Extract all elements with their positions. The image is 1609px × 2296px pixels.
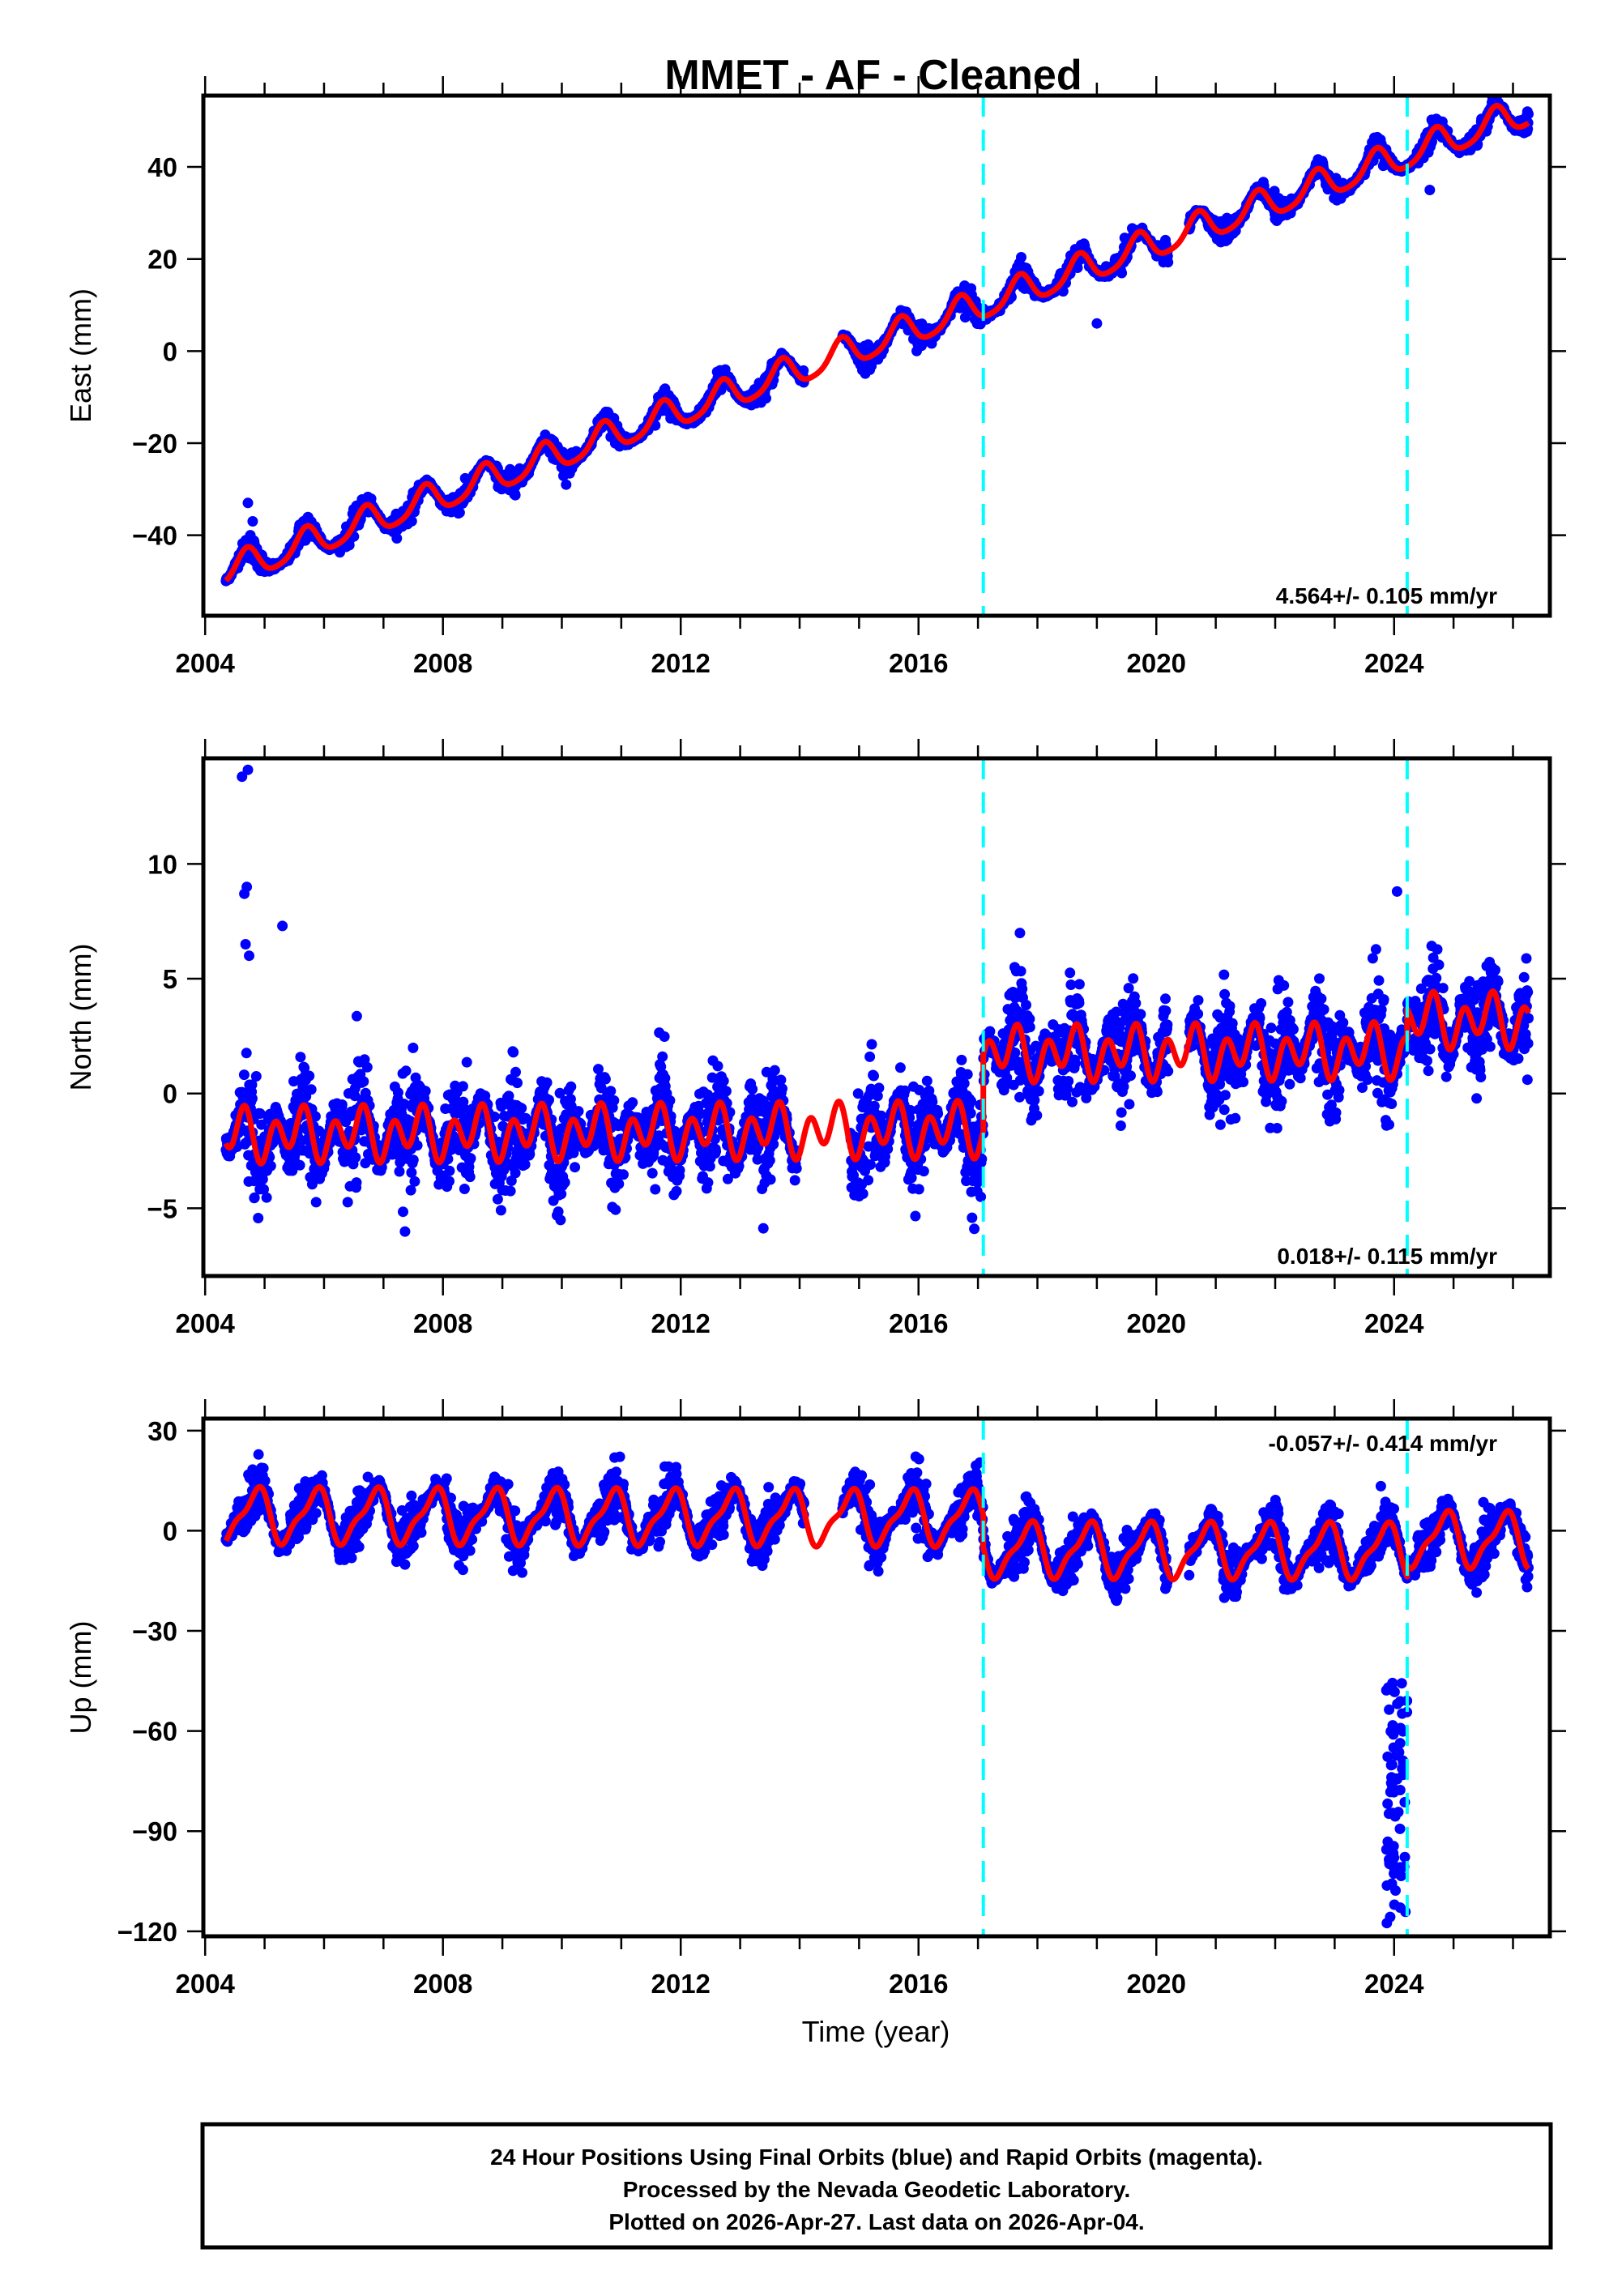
- data-point: [510, 1167, 521, 1179]
- data-point: [1523, 109, 1534, 120]
- plot-area: [220, 764, 1534, 1237]
- x-tick-label: 2012: [651, 648, 711, 678]
- data-point: [573, 1106, 584, 1117]
- data-point: [261, 1192, 272, 1203]
- data-point: [408, 1042, 419, 1053]
- data-point: [555, 1214, 566, 1226]
- data-point: [459, 1184, 470, 1194]
- data-point: [253, 1213, 264, 1223]
- data-point: [1116, 267, 1128, 279]
- data-point: [361, 1061, 373, 1073]
- data-point: [519, 1159, 531, 1170]
- data-point: [570, 1162, 581, 1173]
- data-point: [465, 1153, 476, 1164]
- data-point: [408, 1154, 419, 1166]
- outlier-point: [1424, 185, 1436, 195]
- plot-area: [220, 96, 1534, 587]
- data-point: [461, 1056, 472, 1068]
- data-point: [294, 1159, 305, 1171]
- data-point: [444, 1165, 455, 1176]
- data-point: [409, 1176, 420, 1187]
- x-tick-label: 2016: [889, 648, 948, 678]
- data-point: [516, 1103, 527, 1114]
- data-point: [342, 1197, 353, 1208]
- data-point: [444, 1176, 455, 1187]
- data-point: [265, 1160, 276, 1171]
- data-point: [457, 1081, 468, 1092]
- data-point: [336, 1099, 348, 1110]
- data-point: [1016, 252, 1026, 262]
- data-point: [295, 1052, 306, 1063]
- observation-series: [220, 96, 1534, 587]
- observation-series: [220, 764, 1534, 1237]
- data-point: [350, 1152, 361, 1163]
- data-point: [505, 1185, 516, 1197]
- data-point: [454, 507, 465, 519]
- data-point: [798, 365, 809, 376]
- outlier-point: [1091, 318, 1103, 329]
- data-point: [351, 1177, 362, 1189]
- data-point: [304, 1070, 315, 1082]
- x-tick-label: 2020: [1127, 648, 1186, 678]
- data-point: [398, 1206, 408, 1218]
- data-point: [510, 1066, 521, 1078]
- data-point: [351, 1010, 362, 1022]
- x-tick-label: 2008: [413, 648, 472, 678]
- east-panel: 2004 2008 2012 2016 2020 2024 −40 −20 0 20 40 East …: [64, 76, 1566, 678]
- y-tick-label: 0: [163, 336, 177, 366]
- data-point: [508, 1047, 519, 1058]
- data-point: [568, 1147, 579, 1159]
- outlier-point: [245, 530, 256, 541]
- data-point: [561, 479, 572, 490]
- data-point: [464, 1171, 476, 1183]
- data-point: [391, 533, 403, 544]
- data-point: [492, 1193, 503, 1205]
- x-tick-label: 2024: [1364, 648, 1424, 678]
- data-point: [310, 1197, 322, 1208]
- y-tick-label: 20: [147, 245, 177, 275]
- data-point: [761, 393, 771, 404]
- data-point: [399, 1226, 411, 1237]
- data-point: [541, 1077, 553, 1088]
- data-point: [394, 1166, 405, 1177]
- velocity-annotation: 4.564+/- 0.105 mm/yr: [1276, 583, 1497, 608]
- y-tick-label: −40: [132, 521, 177, 551]
- data-point: [305, 1084, 317, 1095]
- outlier-point: [242, 497, 254, 509]
- outlier-point: [247, 516, 258, 527]
- data-point: [420, 1086, 431, 1097]
- data-point: [559, 1177, 570, 1188]
- data-point: [512, 1078, 523, 1089]
- data-point: [400, 1065, 412, 1077]
- data-point: [406, 515, 417, 527]
- y-tick-label: 40: [147, 152, 177, 182]
- data-point: [246, 1093, 258, 1104]
- data-point: [510, 489, 521, 501]
- data-point: [358, 1076, 369, 1087]
- data-point: [238, 1069, 250, 1081]
- y-tick-label: −20: [132, 429, 177, 459]
- chart-title: MMET - AF - Cleaned: [664, 52, 1082, 99]
- x-tick-label: 2004: [175, 648, 235, 678]
- data-point: [495, 1205, 506, 1216]
- data-point: [392, 1087, 403, 1099]
- data-point: [241, 1048, 252, 1059]
- data-point: [1163, 257, 1174, 268]
- data-point: [565, 1081, 577, 1092]
- data-point: [250, 1071, 262, 1082]
- y-axis-label: East (mm): [64, 288, 97, 423]
